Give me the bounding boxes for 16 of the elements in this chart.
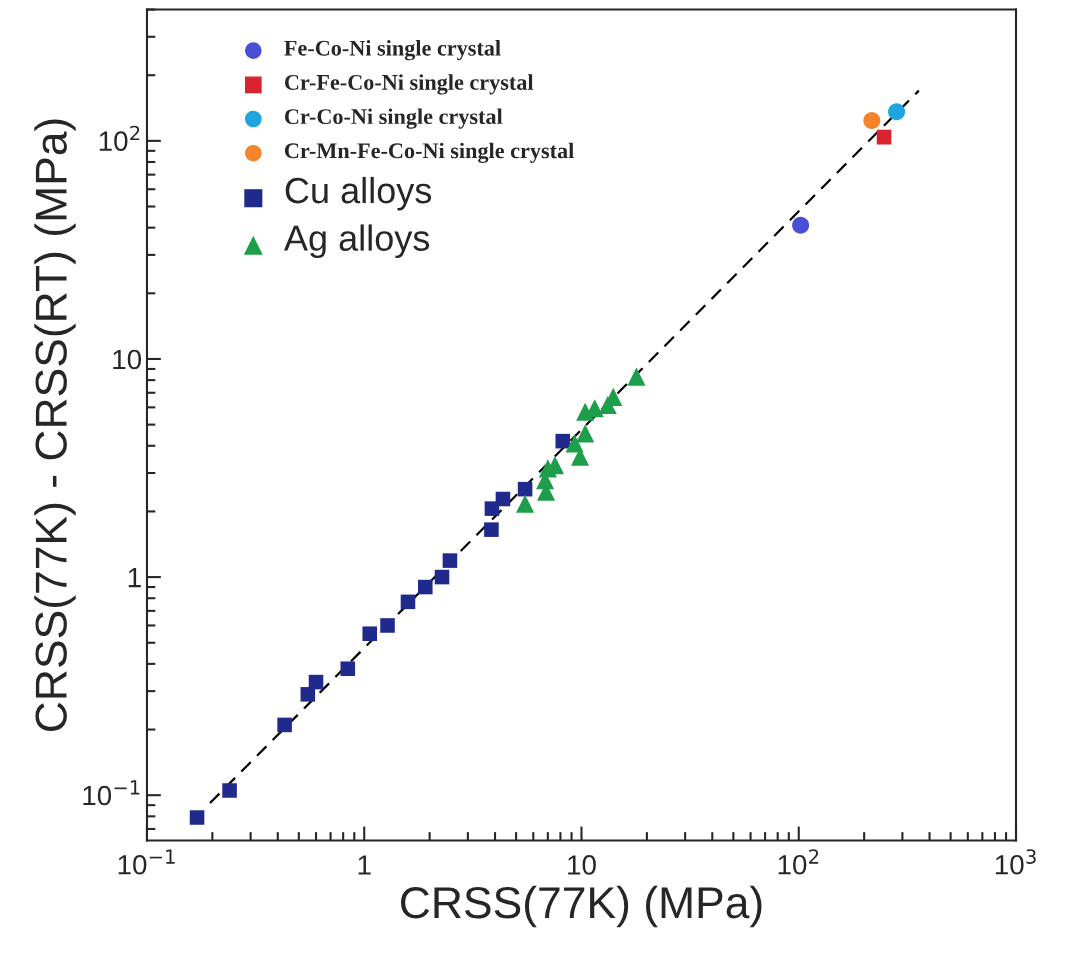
x-tick-label: 10	[568, 855, 596, 875]
y-tick-label: 1	[128, 568, 141, 588]
x-tick-label: 10$^{3}$	[995, 849, 1036, 875]
legend-label: Cu alloys	[285, 176, 432, 211]
y-tick-label: 10$^{2}$	[99, 125, 140, 151]
legend-label: Cr-Co-Ni single crystal	[284, 108, 503, 129]
y-tick-label: 10$^{−1}$	[83, 780, 140, 806]
x-tick-label: 10$^{2}$	[778, 849, 819, 875]
legend-label: Ag alloys	[283, 224, 430, 259]
y-tick-label: 10	[113, 349, 142, 370]
legend-label: Cr-Fe-Co-Ni single crystal	[284, 74, 534, 95]
legend-label: Cr-Mn-Fe-Co-Ni single crystal	[284, 142, 574, 163]
legend-label: Fe-Co-Ni single crystal	[284, 40, 501, 61]
x-axis-title: CRSS(77K) (MPa)	[401, 885, 762, 928]
x-tick-label: 1	[358, 855, 371, 875]
y-axis-title: CRSS(77K) - CRSS(RT) (MPa)	[34, 119, 76, 732]
